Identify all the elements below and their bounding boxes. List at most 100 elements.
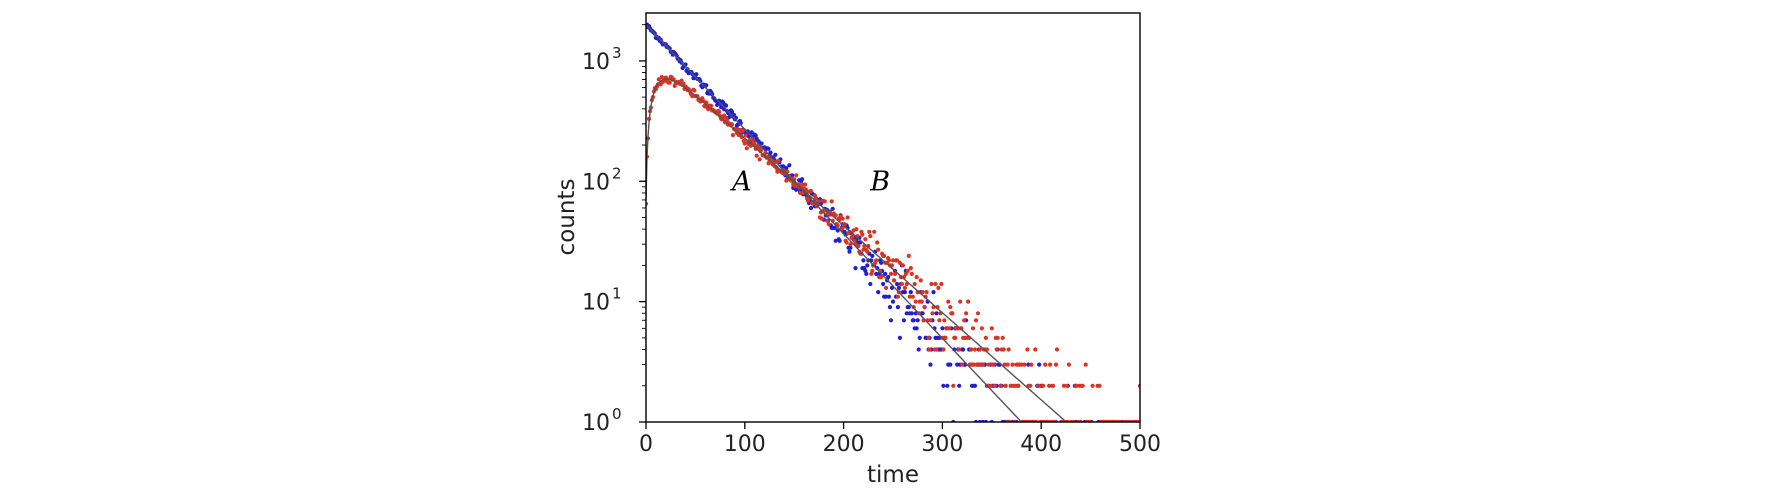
data-point <box>876 290 881 295</box>
data-point <box>1066 362 1071 367</box>
data-point <box>759 141 764 146</box>
data-point <box>709 103 714 108</box>
data-point <box>870 268 875 273</box>
data-point <box>1041 383 1046 388</box>
data-point <box>1006 347 1011 352</box>
data-point <box>1061 383 1066 388</box>
data-point <box>888 318 894 323</box>
data-point <box>803 182 808 187</box>
data-point <box>913 311 918 316</box>
data-point <box>899 281 905 287</box>
data-point <box>915 318 920 323</box>
data-point <box>744 146 749 151</box>
data-point <box>717 109 722 115</box>
data-point <box>884 285 889 290</box>
data-point <box>891 278 897 283</box>
data-point <box>1010 362 1015 367</box>
data-point <box>966 299 971 304</box>
data-point <box>933 281 938 287</box>
y-tick-exponent: 2 <box>612 164 622 182</box>
data-point <box>928 318 933 323</box>
data-point <box>928 362 933 367</box>
y-tick-label: 10 <box>582 411 610 436</box>
data-point <box>957 347 962 352</box>
x-tick-label: 300 <box>921 432 963 457</box>
data-point <box>656 77 661 82</box>
data-point <box>1001 347 1006 352</box>
data-point <box>679 78 684 83</box>
data-point <box>808 188 814 194</box>
data-point <box>901 318 907 323</box>
data-point <box>900 263 906 268</box>
data-point <box>766 146 771 151</box>
data-point <box>969 347 974 352</box>
data-point <box>931 290 936 295</box>
data-point <box>861 258 866 263</box>
data-point <box>874 271 879 276</box>
data-point <box>805 198 811 203</box>
y-tick-label: 10 <box>582 50 610 75</box>
data-point <box>905 268 910 273</box>
data-point <box>912 281 917 287</box>
data-point <box>929 281 934 287</box>
data-point <box>886 258 892 263</box>
data-point <box>865 249 870 254</box>
data-point <box>920 290 925 295</box>
y-tick-label: 10 <box>582 170 610 195</box>
data-point <box>991 362 996 367</box>
data-point <box>887 305 893 310</box>
data-point <box>955 362 960 367</box>
data-point <box>906 253 911 258</box>
data-point <box>911 318 916 323</box>
data-point <box>776 158 781 163</box>
data-point <box>882 253 887 258</box>
data-point <box>787 163 792 168</box>
x-tick-label: 400 <box>1020 432 1062 457</box>
x-tick-label: 0 <box>639 432 653 457</box>
data-point <box>903 271 908 276</box>
data-point <box>973 318 979 323</box>
data-point <box>917 335 922 340</box>
data-point <box>1097 383 1102 388</box>
data-point <box>896 285 902 290</box>
data-point <box>904 311 909 316</box>
data-point <box>745 129 750 134</box>
data-point <box>844 240 849 245</box>
data-point <box>914 326 919 331</box>
data-point <box>704 83 709 88</box>
data-point <box>819 216 825 221</box>
data-point <box>868 281 873 287</box>
data-point <box>920 311 925 316</box>
data-point <box>926 335 931 340</box>
data-point <box>1016 383 1021 388</box>
data-point <box>1026 362 1031 367</box>
data-point <box>1064 383 1069 388</box>
data-point <box>971 362 977 367</box>
data-point <box>784 178 789 183</box>
data-point <box>800 182 805 187</box>
data-point <box>872 229 877 234</box>
data-point <box>876 247 881 252</box>
data-point <box>681 81 686 86</box>
data-point <box>998 383 1003 388</box>
data-point <box>830 206 835 211</box>
data-point <box>906 305 911 310</box>
data-point <box>948 305 953 310</box>
data-point <box>1033 347 1038 352</box>
data-point <box>970 326 976 331</box>
data-point <box>1000 335 1005 340</box>
data-point <box>939 281 944 287</box>
data-point <box>659 74 664 80</box>
data-point <box>908 290 913 295</box>
data-point <box>1043 362 1048 367</box>
data-point <box>1025 347 1030 352</box>
data-point <box>1090 383 1095 388</box>
data-point <box>1047 383 1052 388</box>
data-point <box>895 305 901 310</box>
data-point <box>833 213 838 218</box>
data-point <box>1013 383 1018 388</box>
data-point <box>940 326 945 331</box>
data-point <box>942 318 947 323</box>
data-point <box>875 240 880 245</box>
